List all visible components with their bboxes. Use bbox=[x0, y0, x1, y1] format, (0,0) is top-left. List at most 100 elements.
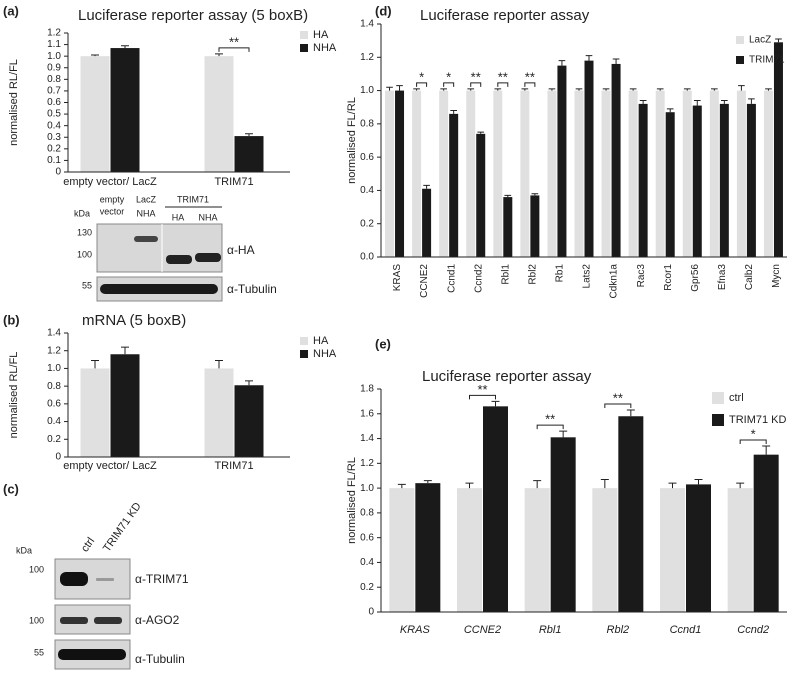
legend-swatch bbox=[300, 44, 308, 52]
bar bbox=[520, 90, 530, 257]
y-tick-label: 1.0 bbox=[360, 85, 374, 96]
y-tick-label: 1.0 bbox=[47, 51, 61, 62]
legend-label: NHA bbox=[313, 348, 337, 360]
marker-label: 100 bbox=[77, 249, 92, 259]
y-tick-label: 1.0 bbox=[360, 483, 374, 494]
x-tick-label: Ccnd2 bbox=[473, 264, 484, 293]
error-bar bbox=[738, 85, 745, 91]
error-bar bbox=[413, 88, 420, 91]
antibody-label: α-TRIM71 bbox=[135, 572, 189, 586]
error-bar bbox=[440, 88, 447, 91]
bar bbox=[204, 56, 234, 172]
y-tick-label: 0.2 bbox=[47, 434, 61, 445]
y-axis-label: normalised FL/RL bbox=[346, 97, 358, 184]
lane-label: TRIM71 bbox=[177, 194, 209, 204]
x-tick-label: Efna3 bbox=[717, 264, 728, 291]
bar bbox=[660, 488, 685, 612]
error-bar bbox=[736, 482, 745, 489]
y-tick-label: 1.1 bbox=[47, 39, 61, 50]
bar bbox=[709, 90, 719, 257]
bar bbox=[655, 90, 665, 257]
error-bar bbox=[559, 430, 568, 438]
error-bar bbox=[521, 88, 529, 91]
blot-band bbox=[60, 617, 88, 624]
error-bar bbox=[575, 88, 583, 91]
y-tick-label: 0.6 bbox=[47, 97, 61, 108]
y-tick-label: 1.6 bbox=[360, 408, 374, 419]
error-bar bbox=[397, 483, 406, 489]
bar bbox=[395, 90, 405, 257]
error-bar bbox=[491, 400, 500, 407]
bar bbox=[638, 103, 648, 257]
significance-label: * bbox=[446, 69, 451, 84]
error-bar bbox=[423, 480, 432, 484]
lane-label: vector bbox=[100, 206, 125, 216]
lane-label: TRIM71 KD bbox=[101, 500, 144, 554]
y-tick-label: 1.8 bbox=[360, 384, 374, 395]
x-tick-label: Ccnd1 bbox=[670, 624, 702, 636]
x-tick-label: Lats2 bbox=[582, 264, 593, 289]
legend-label: TRIM71 bbox=[749, 55, 785, 66]
y-tick-label: 0.8 bbox=[47, 74, 61, 85]
significance-label: ** bbox=[545, 412, 555, 427]
bar bbox=[466, 90, 476, 257]
error-bar bbox=[386, 86, 393, 91]
significance-bracket bbox=[604, 403, 632, 409]
panel-label: (c) bbox=[3, 481, 19, 496]
antibody-label: α-Tubulin bbox=[227, 282, 277, 296]
y-tick-label: 0.0 bbox=[360, 252, 374, 263]
x-tick-label: Rbl2 bbox=[528, 264, 539, 285]
error-bar bbox=[531, 193, 539, 196]
error-bar bbox=[683, 88, 691, 91]
lane-label: NHA bbox=[136, 208, 155, 218]
x-tick-label: Calb2 bbox=[744, 264, 755, 291]
x-tick-label: Gpr56 bbox=[690, 264, 701, 292]
error-bar bbox=[450, 110, 457, 114]
y-tick-label: 1.0 bbox=[47, 363, 61, 374]
error-bar bbox=[666, 108, 674, 113]
legend-swatch bbox=[736, 56, 744, 64]
x-tick-label: TRIM71 bbox=[214, 176, 253, 188]
bar bbox=[385, 90, 395, 257]
bar bbox=[618, 416, 644, 612]
bar bbox=[547, 90, 557, 257]
error-bar bbox=[465, 482, 474, 489]
blot-a: empty vector LacZ NHA TRIM71 HA NHA kDa … bbox=[74, 194, 277, 302]
kda-label: kDa bbox=[16, 545, 32, 555]
legend-label: HA bbox=[313, 335, 329, 347]
error-bar bbox=[467, 88, 475, 91]
error-bar bbox=[245, 380, 253, 386]
bar bbox=[449, 113, 459, 257]
error-bar bbox=[91, 359, 99, 369]
bar bbox=[476, 133, 486, 257]
x-tick-label: Rac3 bbox=[636, 264, 647, 288]
bar bbox=[439, 90, 449, 257]
y-tick-label: 1.4 bbox=[47, 328, 61, 339]
antibody-label: α-Tubulin bbox=[135, 652, 185, 666]
blot-band bbox=[58, 649, 126, 660]
x-tick-label: Rbl1 bbox=[500, 264, 511, 285]
x-tick-label: KRAS bbox=[392, 264, 403, 292]
error-bar bbox=[477, 131, 485, 134]
y-tick-label: 0.8 bbox=[47, 381, 61, 392]
error-bar bbox=[423, 184, 430, 189]
significance-label: ** bbox=[613, 390, 623, 405]
lane-label: LacZ bbox=[136, 194, 157, 204]
blot-band bbox=[96, 578, 114, 581]
bar bbox=[483, 406, 508, 612]
bar bbox=[234, 136, 264, 172]
x-tick-label: CCNE2 bbox=[419, 264, 430, 298]
error-bar bbox=[215, 359, 223, 369]
antibody-label: α-HA bbox=[227, 243, 255, 257]
y-axis-label: normalised RL/FL bbox=[8, 352, 20, 439]
y-tick-label: 0.4 bbox=[360, 185, 374, 196]
x-tick-label: empty vector/ LacZ bbox=[63, 176, 157, 188]
marker-label: 55 bbox=[82, 280, 92, 290]
marker-label: 55 bbox=[34, 647, 44, 657]
error-bar bbox=[668, 482, 677, 489]
error-bar bbox=[602, 88, 610, 91]
blot-c: (c) ctrl TRIM71 KD kDa 100 100 55 α-TRIM… bbox=[3, 481, 189, 670]
bar bbox=[530, 195, 540, 257]
error-bar bbox=[548, 88, 556, 91]
x-tick-label: TRIM71 bbox=[214, 460, 253, 472]
